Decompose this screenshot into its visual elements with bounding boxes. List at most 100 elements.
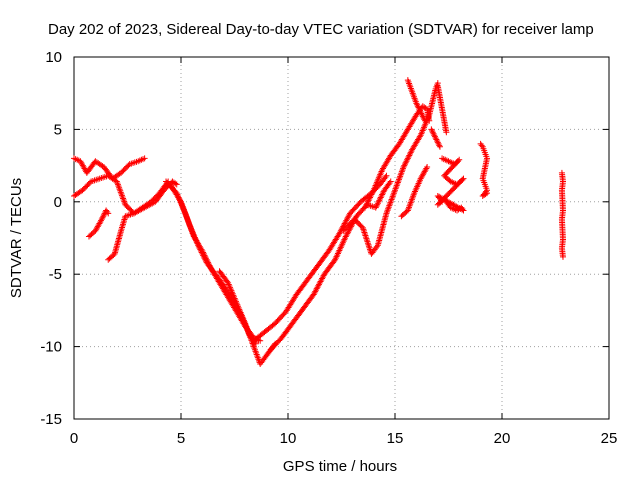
data-point: [200, 252, 207, 259]
data-point: [403, 158, 410, 165]
data-point: [374, 201, 381, 208]
data-point: [373, 203, 380, 210]
y-tick-label: 5: [54, 121, 62, 138]
data-point: [414, 101, 421, 108]
data-point: [401, 162, 408, 169]
data-point: [365, 197, 372, 204]
data-point: [430, 130, 437, 137]
data-point: [419, 111, 426, 118]
x-tick-label: 25: [601, 430, 618, 447]
data-point: [195, 242, 202, 249]
x-axis-label: GPS time / hours: [283, 458, 397, 475]
data-point: [421, 117, 428, 124]
data-points: [71, 77, 566, 367]
data-point: [173, 181, 180, 188]
data-point: [482, 191, 489, 198]
data-point: [141, 155, 148, 162]
data-point: [201, 255, 208, 262]
data-point: [416, 107, 423, 114]
data-point: [375, 198, 382, 205]
data-point: [197, 248, 204, 255]
x-tick-label: 0: [70, 430, 78, 447]
data-point: [418, 110, 425, 117]
data-point: [478, 142, 485, 149]
data-point: [415, 104, 422, 111]
data-point: [198, 249, 205, 256]
y-tick-label: -15: [40, 411, 62, 428]
data-point: [364, 200, 371, 207]
data-point: [196, 245, 203, 252]
data-point: [436, 143, 443, 150]
series-arc-10: [340, 80, 441, 257]
data-point: [257, 337, 264, 344]
data-point: [197, 246, 204, 253]
data-point: [407, 149, 414, 156]
data-point: [374, 200, 381, 207]
data-point: [433, 136, 440, 143]
data-point: [421, 116, 428, 123]
data-point: [419, 113, 426, 120]
data-point: [401, 161, 408, 168]
data-point: [436, 142, 443, 149]
data-point: [406, 152, 413, 159]
data-point: [362, 203, 369, 210]
data-point: [377, 195, 384, 202]
data-point: [434, 139, 441, 146]
data-point: [373, 243, 380, 250]
data-point: [372, 204, 379, 211]
data-point: [378, 193, 385, 200]
x-tick-labels: 0 5 10 15 20 25: [70, 430, 618, 447]
data-point: [428, 126, 435, 133]
data-point: [417, 109, 424, 116]
data-point: [172, 180, 179, 187]
data-point: [362, 204, 369, 211]
data-point: [386, 179, 393, 186]
data-point: [363, 201, 370, 208]
data-point: [369, 188, 376, 195]
data-point: [423, 165, 430, 172]
chart-title: Day 202 of 2023, Sidereal Day-to-day VTE…: [48, 21, 594, 38]
data-point: [431, 133, 438, 140]
data-point: [366, 195, 373, 202]
series-arc-7: [216, 268, 279, 367]
data-point: [424, 164, 431, 171]
data-point: [405, 153, 412, 160]
data-point: [382, 174, 389, 181]
data-point: [202, 256, 209, 263]
data-point: [195, 243, 202, 250]
data-point: [379, 190, 386, 197]
data-point: [429, 127, 436, 134]
data-point: [431, 132, 438, 139]
x-tick-label: 15: [387, 430, 404, 447]
series-arc-16: [477, 140, 491, 200]
data-point: [402, 159, 409, 166]
data-point: [484, 190, 491, 197]
series-arc-4: [105, 178, 172, 263]
data-point: [443, 129, 450, 136]
data-point: [429, 129, 436, 136]
y-axis-label: SDTVAR / TECUs: [8, 178, 25, 298]
series-arc-11: [362, 103, 433, 211]
series-arc-14: [428, 82, 450, 150]
series-arc-15: [434, 155, 467, 214]
data-point: [404, 156, 411, 163]
data-point: [177, 197, 184, 204]
data-point: [383, 172, 390, 179]
data-point: [379, 191, 386, 198]
data-point: [377, 194, 384, 201]
series-arc-17: [558, 169, 566, 260]
data-point: [404, 155, 411, 162]
series-arc-1: [71, 155, 148, 182]
x-tick-label: 10: [280, 430, 297, 447]
data-point: [416, 106, 423, 113]
series-arc-3: [85, 207, 112, 240]
data-point: [559, 253, 566, 260]
data-point: [416, 133, 423, 140]
data-point: [98, 216, 105, 223]
plot-frame: [73, 56, 610, 420]
data-point: [420, 114, 427, 121]
data-point: [439, 198, 446, 205]
data-point: [438, 197, 445, 204]
